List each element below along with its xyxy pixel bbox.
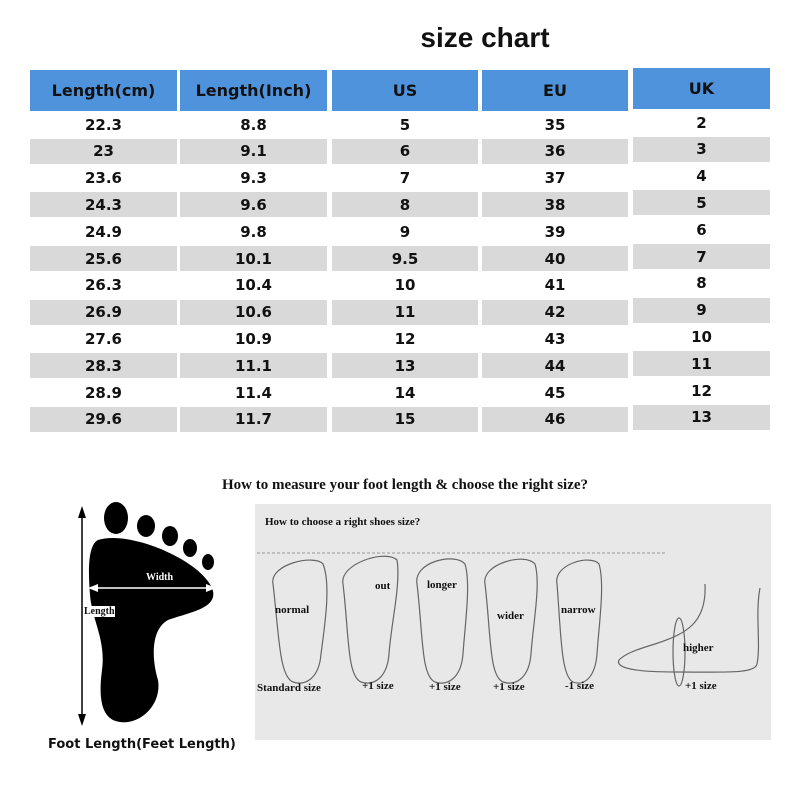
table-cell: 36 bbox=[482, 138, 628, 164]
foot-label: out bbox=[375, 580, 391, 592]
table-cell: 7 bbox=[399, 169, 411, 188]
choose-size-panel: How to choose a right shoes size? normal… bbox=[255, 504, 771, 740]
foot-label: narrow bbox=[561, 604, 596, 616]
table-cell: 28.9 bbox=[84, 383, 122, 402]
column-header: US bbox=[332, 70, 478, 111]
table-cell: 14 bbox=[394, 383, 416, 402]
table-cell: 11.4 bbox=[234, 383, 272, 402]
size-advice: +1 size bbox=[362, 680, 394, 692]
table-cell: 35 bbox=[544, 115, 566, 134]
length-label: Length bbox=[84, 606, 115, 617]
table-cell: 40 bbox=[482, 246, 628, 271]
table-cell: 15 bbox=[332, 406, 478, 432]
foot-label: longer bbox=[427, 579, 457, 591]
table-cell: 43 bbox=[544, 329, 566, 348]
table-cell: 6 bbox=[696, 220, 707, 239]
column-header: Length(Inch) bbox=[180, 70, 327, 111]
table-cell: 23 bbox=[30, 138, 177, 164]
table-cell: 4 bbox=[696, 167, 707, 186]
table-cell: 9 bbox=[399, 222, 411, 241]
table-cell: 11 bbox=[332, 299, 478, 325]
footprint-icon bbox=[78, 502, 216, 726]
table-cell: 24.9 bbox=[84, 222, 122, 241]
table-cell: 7 bbox=[633, 244, 770, 269]
table-cell: 5 bbox=[633, 190, 770, 216]
column-header: UK bbox=[633, 68, 770, 109]
size-advice: Standard size bbox=[257, 682, 321, 694]
table-cell: 12 bbox=[394, 329, 416, 348]
page-title: size chart bbox=[420, 22, 550, 53]
foot-higher-icon bbox=[617, 583, 761, 673]
table-cell: 24.3 bbox=[30, 192, 177, 218]
choose-title: How to choose a right shoes size? bbox=[265, 516, 421, 528]
table-cell: 42 bbox=[482, 299, 628, 325]
table-cell: 8 bbox=[696, 274, 707, 293]
foot-label: normal bbox=[275, 604, 310, 616]
table-cell: 9.6 bbox=[180, 192, 327, 218]
foot-label: higher bbox=[683, 642, 714, 654]
table-cell: 10 bbox=[394, 276, 416, 295]
table-cell: 27.6 bbox=[84, 329, 122, 348]
table-cell: 13 bbox=[332, 353, 478, 379]
table-cell: 10.1 bbox=[180, 246, 327, 271]
column-header: EU bbox=[482, 70, 628, 111]
foot-label: wider bbox=[497, 610, 524, 622]
foot-longer-icon bbox=[416, 558, 469, 684]
table-cell: 9 bbox=[633, 297, 770, 323]
table-cell: 8.8 bbox=[240, 115, 267, 134]
table-cell: 13 bbox=[633, 404, 770, 430]
table-cell: 28.3 bbox=[30, 353, 177, 379]
size-advice: +1 size bbox=[685, 680, 717, 692]
table-cell: 5 bbox=[399, 115, 411, 134]
table-cell: 12 bbox=[691, 381, 712, 400]
table-cell: 44 bbox=[482, 353, 628, 379]
footprint-diagram: Width Length bbox=[40, 500, 246, 732]
table-cell: 25.6 bbox=[30, 246, 177, 271]
table-cell: 10.6 bbox=[180, 299, 327, 325]
table-cell: 26.9 bbox=[30, 299, 177, 325]
table-cell: 9.3 bbox=[240, 169, 267, 188]
foot-wider-icon bbox=[484, 558, 538, 684]
table-cell: 41 bbox=[544, 276, 566, 295]
size-advice: +1 size bbox=[493, 681, 525, 693]
foot-out-icon bbox=[342, 555, 399, 684]
table-cell: 9.8 bbox=[240, 222, 267, 241]
foot-normal-icon bbox=[272, 559, 328, 684]
table-cell: 6 bbox=[332, 138, 478, 164]
size-advice: -1 size bbox=[565, 680, 595, 692]
table-cell: 46 bbox=[482, 406, 628, 432]
table-cell: 9.5 bbox=[332, 246, 478, 271]
table-cell: 11.7 bbox=[180, 406, 327, 432]
table-cell: 11.1 bbox=[180, 353, 327, 379]
table-cell: 9.1 bbox=[180, 138, 327, 164]
table-cell: 11 bbox=[633, 351, 770, 377]
table-cell: 8 bbox=[332, 192, 478, 218]
table-cell: 29.6 bbox=[30, 406, 177, 432]
foot-length-caption: Foot Length(Feet Length) bbox=[48, 737, 236, 752]
table-cell: 10.9 bbox=[234, 329, 272, 348]
table-cell: 10.4 bbox=[234, 276, 272, 295]
table-cell: 2 bbox=[696, 113, 707, 132]
table-cell: 10 bbox=[691, 327, 712, 346]
table-cell: 23.6 bbox=[84, 169, 122, 188]
width-label: Width bbox=[146, 572, 174, 583]
size-advice: +1 size bbox=[429, 681, 461, 693]
table-cell: 26.3 bbox=[84, 276, 122, 295]
table-cell: 3 bbox=[633, 136, 770, 162]
table-cell: 45 bbox=[544, 383, 566, 402]
feet-illustration bbox=[257, 552, 761, 687]
measure-title: How to measure your foot length & choose… bbox=[221, 477, 589, 493]
table-cell: 38 bbox=[482, 192, 628, 218]
table-cell: 22.3 bbox=[84, 115, 122, 134]
column-header: Length(cm) bbox=[30, 70, 177, 111]
table-cell: 37 bbox=[544, 169, 566, 188]
table-cell: 39 bbox=[544, 222, 566, 241]
foot-narrow-icon bbox=[556, 559, 603, 684]
